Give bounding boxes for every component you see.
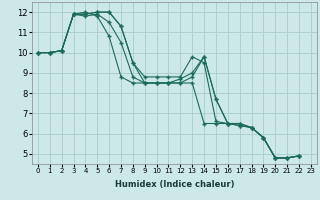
X-axis label: Humidex (Indice chaleur): Humidex (Indice chaleur) — [115, 180, 234, 189]
